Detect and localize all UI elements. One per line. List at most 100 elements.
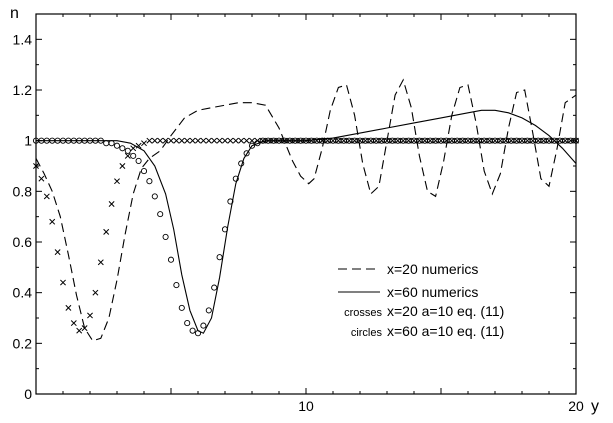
cross-marker [33,163,39,169]
y-tick-label: 0.2 [13,335,33,351]
cross-marker [205,137,212,144]
cross-marker [195,137,201,144]
cross-marker [87,312,93,319]
circle-marker [113,142,121,149]
cross-marker [243,137,250,144]
series-line [35,78,577,342]
circle-marker [189,327,196,334]
cross-marker [76,327,83,334]
y-tick-label: 0.4 [13,285,33,301]
cross-marker [157,137,164,144]
cross-marker [178,137,185,144]
cross-marker [92,289,99,296]
cross-marker [151,137,158,144]
circle-marker [248,142,256,149]
cross-marker [97,259,104,266]
circle-marker [162,233,169,240]
cross-marker [173,137,180,144]
y-tick-label: 0.6 [13,234,33,250]
cross-marker [227,137,234,144]
series-dashed [35,78,577,342]
y-tick-label: 1.2 [13,82,33,98]
cross-marker [65,304,72,311]
circle-marker [124,147,131,154]
cross-marker [184,137,191,144]
cross-marker [124,152,131,159]
circle-marker [146,178,153,185]
legend-entry: circles x=60 a=10 eq. (11) [351,323,504,339]
x-axis-label: y [591,398,599,415]
cross-marker [49,218,56,225]
legend-entry: crosses x=20 a=10 eq. (11) [344,303,504,319]
series-solid [36,109,577,334]
legend-label: x=60 numerics [387,284,478,300]
circle-marker [205,307,212,314]
circle-marker [232,175,239,182]
circle-marker [119,145,126,152]
legend-label: x=20 a=10 eq. (11) [387,303,504,319]
cross-marker [238,137,245,144]
cross-marker [232,137,239,144]
x-tick-label: 10 [298,398,314,414]
circle-marker [108,140,115,147]
cross-marker [249,137,255,144]
circle-marker [97,137,104,144]
cross-marker [200,137,207,144]
circle-marker [103,140,110,147]
circle-marker [173,282,180,289]
series-layer [32,78,580,342]
legend: x=20 numerics x=60 numerics crosses x=20 a=… [338,261,504,339]
y-tick-label: 0 [24,386,32,402]
cross-marker [103,228,110,235]
cross-marker [216,137,223,144]
circle-marker [157,211,164,218]
cross-marker [54,249,61,256]
cross-marker [43,193,50,200]
circle-marker [211,284,218,291]
y-tick-label: 0.8 [13,183,33,199]
cross-marker [168,137,174,144]
circle-marker [238,160,245,167]
cross-marker [162,137,169,144]
y-tick-label: 1.4 [13,31,33,47]
legend-key: circles [351,327,383,339]
legend-label: x=20 numerics [387,261,478,277]
cross-marker [141,140,147,147]
circle-marker [200,322,207,329]
series-circles [32,137,580,337]
cross-marker [130,145,137,152]
cross-marker [60,279,66,286]
circle-marker [216,254,223,261]
circle-marker [135,157,142,164]
tick-layer: 0 0.2 0.4 0.6 0.8 1 1.2 1.4 10 20 [13,13,584,414]
circle-marker [184,320,191,327]
circle-marker [167,256,175,263]
circle-marker [130,152,137,159]
circle-marker [243,150,250,157]
x-tick-label: 20 [568,398,584,414]
circle-marker [151,193,158,200]
legend-entry: x=20 numerics [338,261,478,277]
cross-marker [70,320,77,327]
circle-marker [254,140,261,147]
circle-marker [178,304,185,311]
series-line [36,109,577,334]
y-axis-label: n [10,5,19,22]
circle-marker [194,330,202,337]
y-tick-label: 1 [24,133,32,149]
cross-marker [189,137,196,144]
cross-marker [146,137,153,144]
legend-entry: x=60 numerics [338,284,478,300]
legend-key: crosses [344,307,382,319]
circle-marker [221,226,229,233]
cross-marker [211,137,218,144]
circle-marker [572,137,580,144]
cross-marker [114,178,120,185]
cross-marker [222,137,228,144]
circle-marker [140,168,148,175]
cross-marker [108,201,115,207]
legend-label: x=60 a=10 eq. (11) [387,323,504,339]
cross-marker [135,142,142,149]
